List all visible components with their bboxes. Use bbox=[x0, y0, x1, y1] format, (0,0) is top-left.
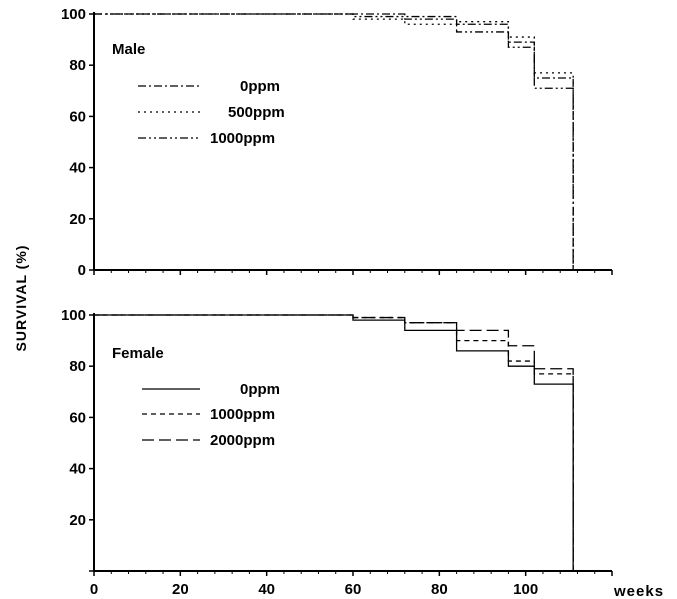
y-tick-label: 60 bbox=[69, 409, 86, 426]
y-tick-label: 80 bbox=[69, 57, 86, 74]
x-tick-label: 100 bbox=[513, 581, 538, 598]
y-tick-label: 80 bbox=[69, 358, 86, 375]
x-tick-label: 40 bbox=[258, 581, 275, 598]
x-tick-label: 20 bbox=[172, 581, 189, 598]
y-tick-label: 40 bbox=[69, 461, 86, 478]
female-panel: 20 40 60 80 100 0 20 40 60 80 100 Female 0ppm 1000ppm… bbox=[61, 307, 613, 598]
male-panel: 0 20 40 60 80 100 Male 0ppm 500ppm 1000ppm bbox=[61, 6, 613, 279]
legend-label-0ppm: 0ppm bbox=[240, 78, 280, 95]
x-tick-label: 0 bbox=[90, 581, 98, 598]
survival-curve-0ppm bbox=[94, 13, 574, 270]
survival-curve-2000ppm bbox=[94, 314, 574, 571]
survival-curve-0ppm bbox=[94, 314, 574, 571]
y-tick-label: 100 bbox=[61, 307, 86, 324]
panel-title: Female bbox=[112, 345, 164, 362]
y-tick-label: 100 bbox=[61, 6, 86, 23]
legend-label-2000ppm: 2000ppm bbox=[210, 432, 275, 449]
survival-curve-1000ppm bbox=[94, 314, 574, 571]
y-tick-label: 60 bbox=[69, 108, 86, 125]
survival-curve-1000ppm bbox=[94, 13, 574, 270]
legend-label-0ppm: 0ppm bbox=[240, 381, 280, 398]
x-tick-label: 60 bbox=[345, 581, 362, 598]
y-tick-label: 0 bbox=[78, 262, 86, 279]
legend-label-1000ppm: 1000ppm bbox=[210, 130, 275, 147]
legend-label-500ppm: 500ppm bbox=[228, 104, 285, 121]
panel-title: Male bbox=[112, 41, 145, 58]
y-tick-label: 20 bbox=[69, 211, 86, 228]
survival-curve-500ppm bbox=[94, 13, 574, 270]
x-axis-unit-label: weeks bbox=[613, 583, 664, 599]
y-tick-label: 20 bbox=[69, 512, 86, 529]
y-tick-label: 40 bbox=[69, 160, 86, 177]
legend-label-1000ppm: 1000ppm bbox=[210, 406, 275, 423]
x-tick-label: 80 bbox=[431, 581, 448, 598]
y-axis-label: SURVIVAL (%) bbox=[13, 245, 29, 352]
